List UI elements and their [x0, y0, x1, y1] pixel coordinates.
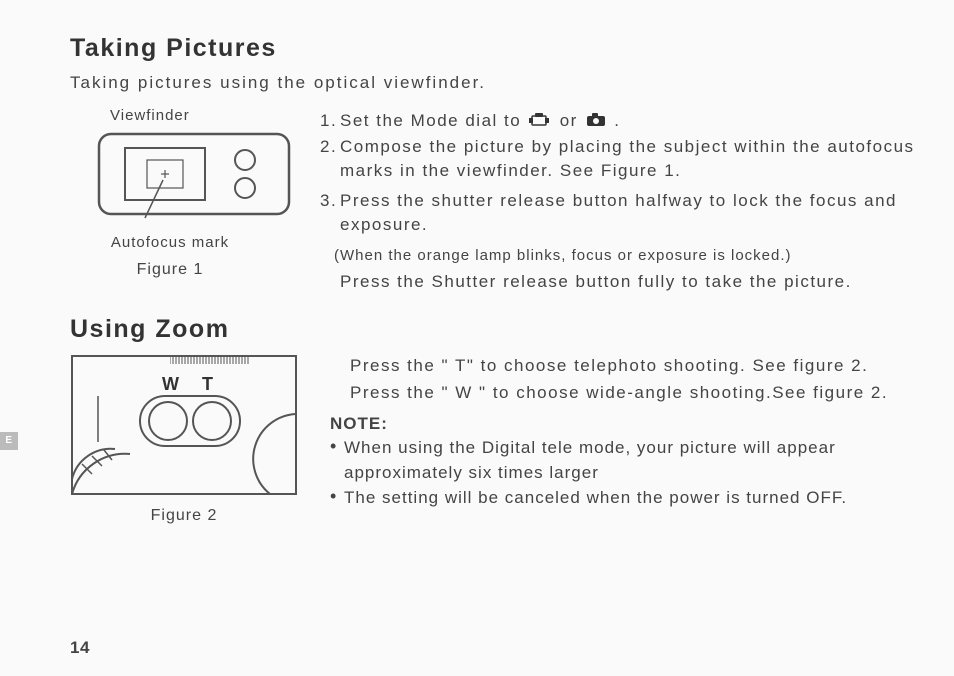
- record-icon: [529, 110, 551, 134]
- step-3: 3. Press the shutter release button half…: [320, 189, 924, 237]
- step-1-text-b: or: [560, 111, 584, 130]
- heading-taking-pictures: Taking Pictures: [70, 34, 924, 63]
- svg-text:T: T: [202, 374, 214, 394]
- note-bullet-1-text: When using the Digital tele mode, your p…: [344, 436, 924, 485]
- step-1: 1. Set the Mode dial to or .: [320, 109, 924, 133]
- step-3-num: 3.: [320, 189, 340, 237]
- steps-column: 1. Set the Mode dial to or . 2. Compose …: [320, 107, 924, 293]
- zoom-line-wideangle: Press the " W " to choose wide-angle sho…: [350, 381, 924, 406]
- step-2: 2. Compose the picture by placing the su…: [320, 135, 924, 183]
- step-3-after: Press the Shutter release button fully t…: [340, 270, 924, 294]
- page-number: 14: [70, 638, 90, 658]
- note-bullet-2: • The setting will be canceled when the …: [330, 486, 924, 511]
- bullet-dot-icon: •: [330, 436, 344, 485]
- figure2-column: W T Figure 2: [70, 354, 330, 525]
- figure1-label-viewfinder: Viewfinder: [110, 107, 320, 124]
- step-2-num: 2.: [320, 135, 340, 183]
- figure1-viewfinder-diagram: [95, 130, 295, 225]
- note-label: NOTE:: [330, 412, 924, 437]
- figure2-zoom-diagram: W T: [70, 354, 298, 496]
- side-tab: E: [0, 432, 18, 450]
- zoom-line-telephoto: Press the " T" to choose telephoto shoot…: [350, 354, 924, 379]
- figure2-caption: Figure 2: [70, 507, 298, 525]
- step-3-note: (When the orange lamp blinks, focus or e…: [334, 245, 924, 266]
- step-3-text: Press the shutter release button halfway…: [340, 189, 924, 237]
- figure1-column: Viewfinder Autofocus mark Figure 1: [70, 107, 320, 279]
- heading-using-zoom: Using Zoom: [70, 315, 924, 344]
- figure1-caption: Figure 1: [70, 261, 270, 279]
- step-1-text-a: Set the Mode dial to: [340, 111, 521, 130]
- step-1-text-c: .: [614, 111, 620, 130]
- figure1-label-autofocus: Autofocus mark: [70, 234, 270, 251]
- bullet-dot-icon: •: [330, 486, 344, 511]
- svg-text:W: W: [162, 374, 180, 394]
- step-2-text: Compose the picture by placing the subje…: [340, 135, 924, 183]
- note-bullet-2-text: The setting will be canceled when the po…: [344, 486, 924, 511]
- zoom-text-column: Press the " T" to choose telephoto shoot…: [330, 354, 924, 510]
- subtitle: Taking pictures using the optical viewfi…: [70, 73, 924, 93]
- note-bullet-1: • When using the Digital tele mode, your…: [330, 436, 924, 485]
- step-1-num: 1.: [320, 109, 340, 133]
- camera-icon: [586, 110, 606, 134]
